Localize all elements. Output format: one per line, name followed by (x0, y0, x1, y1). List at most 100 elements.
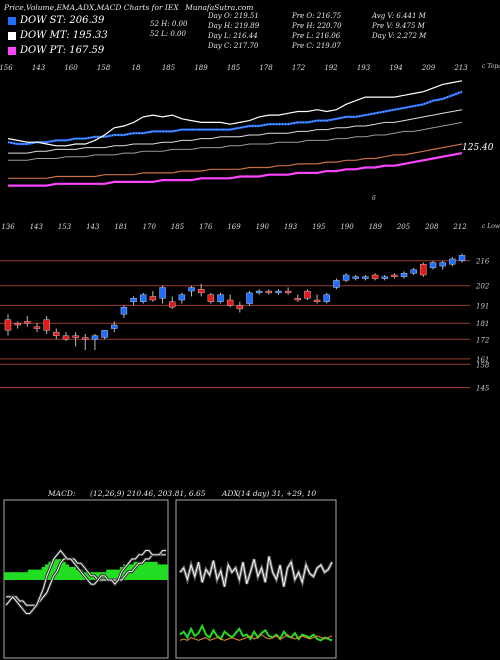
macd-signal-shadow (6, 553, 166, 607)
candle-top-tick: 169 (227, 223, 241, 231)
adx-line (179, 633, 333, 641)
macd-values: (12,26,9) 210.46, 203.81, 6.65 (90, 489, 206, 498)
macd-histogram-bar (34, 569, 39, 580)
macd-histogram-bar (85, 572, 90, 580)
candle-body (188, 287, 195, 292)
dow-pt-swatch (8, 46, 16, 55)
candle-body (429, 262, 437, 269)
candle-body (159, 287, 166, 299)
candle-body (4, 319, 12, 331)
candle-body (284, 290, 292, 294)
macd-histogram-bar (78, 569, 83, 580)
candle-body (236, 305, 244, 310)
adx-plus-line (179, 556, 333, 587)
macd-histogram-bar (109, 569, 114, 580)
ema-corner-label: c Topa (482, 63, 500, 70)
candle-body (217, 294, 224, 302)
ema-marker: 6 (372, 195, 376, 202)
candle-body (43, 319, 50, 331)
macd-histogram-bar (55, 559, 59, 580)
stat-day-close: Day C: 217.70 (208, 42, 259, 50)
candle-body (24, 321, 31, 324)
stat-prev-volume: Pre V: 9.475 M (372, 22, 425, 30)
candle-top-tick: 190 (340, 223, 354, 231)
ema-slow1-line (8, 109, 463, 154)
candle-top-tick: 212 (452, 223, 467, 231)
ema-top-tick: 189 (194, 64, 208, 72)
macd-histogram-bar (31, 569, 36, 580)
stat-avg-volume: Avg V: 6.441 M (372, 12, 426, 20)
macd-histogram-bar (10, 572, 15, 580)
macd-histogram-bar (58, 559, 63, 580)
stat-day-low: Day L: 216.44 (208, 32, 258, 40)
candle-body (149, 296, 157, 301)
macd-histogram-bar (133, 561, 138, 580)
candle-body (458, 255, 466, 261)
candle-body (82, 337, 89, 340)
candle-body (111, 324, 118, 329)
ema-pt-line (8, 152, 463, 187)
stat-prev-low: Pre L: 216.06 (292, 32, 341, 40)
macd-panel-frame (3, 499, 169, 659)
ema-top-tick: 213 (453, 64, 468, 72)
candle-top-tick: 205 (396, 223, 411, 231)
dow-st-swatch (8, 16, 16, 25)
ema-top-tick: 143 (32, 64, 46, 72)
macd-histogram-bar (41, 567, 46, 580)
macd-label: MACD: (48, 489, 76, 498)
macd-histogram-bar (130, 564, 134, 580)
ema-top-tick: 193 (357, 64, 371, 72)
candle-body (410, 269, 417, 274)
candle-body (371, 274, 379, 279)
stat-day-open: Day O: 219.51 (208, 12, 259, 20)
candle-body (140, 294, 147, 302)
candle-body (33, 326, 41, 329)
macd-histogram-bar (27, 569, 32, 580)
macd-histogram-bar (89, 572, 94, 580)
candle-body (439, 262, 446, 267)
adx-minus-line (179, 623, 333, 642)
macd-histogram-bar (106, 569, 111, 580)
macd-histogram-bar (119, 567, 124, 580)
site-name: MunafaSutra.com (185, 3, 254, 12)
macd-signal-line (6, 554, 166, 606)
candle-body (342, 274, 350, 281)
stat-day-high: Day H: 219.89 (208, 22, 260, 30)
macd-histogram-bar (102, 572, 107, 580)
macd-histogram-bar (140, 561, 145, 580)
candle-body (304, 290, 311, 299)
macd-histogram-bar (126, 564, 131, 580)
macd-histogram-bar (21, 572, 25, 580)
candle-top-tick: 190 (256, 223, 270, 231)
price-level-label: 181 (476, 320, 489, 328)
macd-histogram-bar (99, 572, 104, 580)
stat-day-volume: Day V: 2.272 M (372, 32, 427, 40)
ema-top-tick: 194 (389, 64, 402, 72)
macd-histogram-bar (164, 564, 168, 580)
macd-histogram-bar (143, 561, 148, 580)
macd-histogram-bar (44, 564, 49, 580)
macd-histogram-bar (150, 561, 155, 580)
ema-top-tick: 160 (64, 64, 78, 72)
candle-top-tick: 143 (30, 223, 44, 231)
candle-body (294, 298, 301, 301)
macd-histogram-bar (68, 567, 73, 580)
candle-body (14, 323, 21, 326)
candle-top-tick: 153 (58, 223, 72, 231)
stat-52h: 52 H: 0.00 (150, 20, 188, 28)
ema-top-tick: 172 (292, 64, 306, 72)
stat-52l: 52 L: 0.00 (150, 30, 186, 38)
candle-body (246, 292, 253, 304)
title-text: Price,Volume,EMA,ADX,MACD Charts for IEX (4, 3, 179, 12)
ema-top-tick: 192 (324, 64, 338, 72)
dow-pt-label: DOW PT: 167.59 (20, 45, 105, 56)
candle-body (333, 280, 340, 288)
candle-top-tick: 195 (312, 223, 326, 231)
adx-plus-shadow (178, 555, 334, 588)
ema-fast-dots (7, 91, 463, 145)
candle-top-tick: 208 (424, 223, 439, 231)
macd-histogram-bar (96, 572, 100, 580)
macd-histogram-bar (61, 561, 66, 580)
candle-body (449, 258, 456, 265)
macd-histogram-bar (75, 569, 80, 580)
